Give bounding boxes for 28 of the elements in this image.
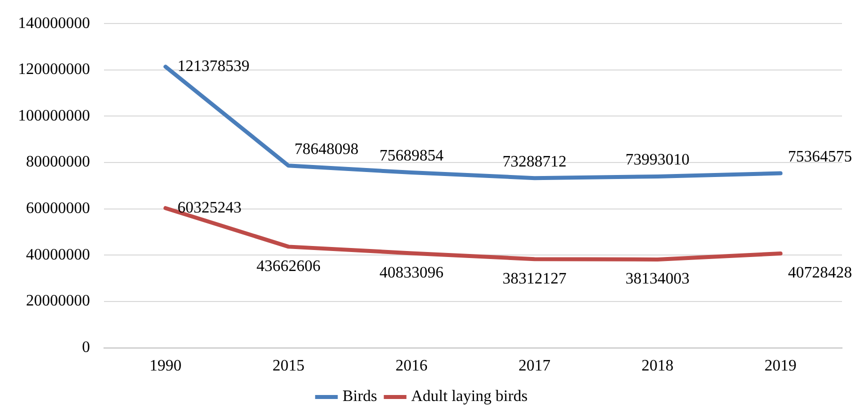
data-label: 73993010	[626, 152, 690, 169]
x-tick-label: 2019	[764, 358, 796, 375]
y-tick-label: 60000000	[26, 200, 90, 218]
x-tick-label: 2017	[518, 358, 550, 375]
data-label: 75364575	[788, 148, 852, 166]
y-tick-label: 120000000	[18, 61, 90, 78]
data-label: 60325243	[178, 199, 242, 216]
data-label: 43662606	[256, 258, 320, 275]
data-label: 40833096	[380, 264, 444, 282]
y-tick-label: 20000000	[26, 292, 90, 310]
x-tick-label: 1990	[150, 358, 182, 375]
y-tick-label: 40000000	[26, 246, 90, 264]
data-label: 73288712	[502, 153, 566, 170]
x-tick-label: 2018	[642, 358, 674, 375]
x-tick-label: 2016	[396, 358, 428, 375]
y-tick-label: 100000000	[18, 107, 90, 124]
legend-label: Birds	[342, 388, 378, 406]
legend-label: Adult laying birds	[411, 388, 528, 406]
x-tick-label: 2015	[272, 358, 304, 375]
data-label: 40728428	[788, 264, 852, 282]
y-tick-label: 0	[82, 339, 90, 356]
y-tick-label: 80000000	[26, 154, 90, 171]
data-label: 38312127	[502, 270, 566, 288]
y-tick-label: 140000000	[18, 14, 90, 32]
data-label: 121378539	[178, 58, 250, 75]
data-label: 75689854	[380, 148, 444, 165]
data-label: 78648098	[294, 140, 358, 158]
data-label: 38134003	[626, 270, 690, 288]
